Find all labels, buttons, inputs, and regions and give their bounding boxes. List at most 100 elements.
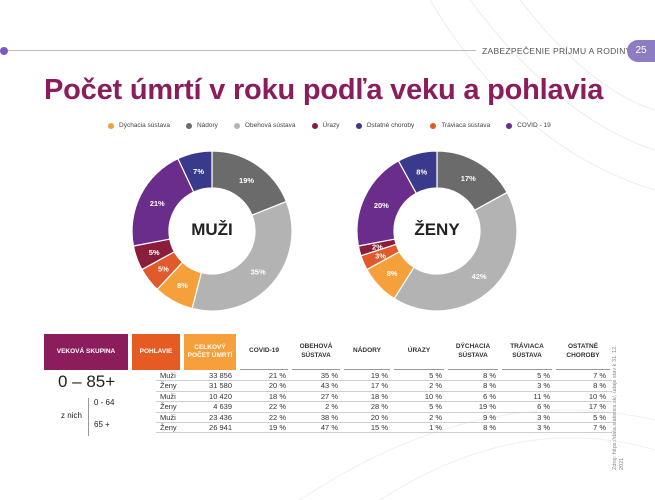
table-cell-sex: Ženy (160, 422, 177, 432)
legend-swatch (185, 122, 192, 129)
age-group-all: 0 – 85+ (58, 372, 116, 391)
table-cell-dig: 3 % (537, 381, 550, 391)
group-brace (88, 398, 89, 436)
table-cell-covid: 22 % (268, 402, 286, 412)
donut-slice (393, 191, 518, 312)
table-cell-oth: 7 % (593, 371, 606, 380)
table-cell-circ: 43 % (320, 381, 338, 391)
of-which-label: z nich (61, 411, 82, 420)
legend-swatch (311, 122, 318, 129)
header-covid: COVID-19 (240, 334, 288, 370)
donut-slice (397, 150, 438, 195)
table-cell-sex: Ženy (160, 402, 177, 412)
legend-item: Úrazy (311, 122, 340, 129)
header-injuries: ÚRAZY (394, 334, 444, 370)
donut-women-title: ŽENY (414, 220, 460, 239)
donut-slice-label: 20% (374, 201, 389, 210)
header-digestive: TRÁVIACA SÚSTAVA (502, 334, 552, 370)
mortality-table: VEKOVÁ SKUPINA POHLAVIE CELKOVÝ POČET ÚM… (44, 334, 612, 436)
header-dot (0, 47, 8, 55)
donut-men-svg: 19% 35% 8% 5% 5% 21% 7% (131, 150, 293, 312)
table-cell-circ: 27 % (320, 391, 338, 401)
header-circulatory: OBEHOVÁ SÚSTAVA (292, 334, 340, 370)
donut-slice-label: 8% (177, 281, 188, 290)
table-cell-tum: 28 % (370, 402, 388, 412)
table-cell-tum: 18 % (370, 391, 388, 401)
table-cell-total: 4 639 (213, 402, 232, 412)
table-cell-inj: 1 % (429, 422, 442, 432)
donut-slice-label: 35% (251, 268, 266, 277)
legend-item: Obehová sústava (233, 122, 296, 129)
table-cell-dig: 3 % (537, 422, 550, 432)
table-cell-tum: 15 % (370, 422, 388, 432)
page-title: Počet úmrtí v roku podľa veku a pohlavia (44, 74, 604, 106)
table-cell-total: 33 856 (209, 371, 232, 380)
table-cell-sex: Muži (160, 412, 176, 422)
table-cell-inj: 5 % (429, 402, 442, 412)
donut-chart-women: 17% 42% 8% 3% 2% 20% 8% ŽENY (352, 146, 522, 316)
table-cell-dig: 6 % (537, 402, 550, 412)
legend-item: Tráviaca sústava (430, 122, 490, 129)
table-cell-oth: 17 % (588, 402, 606, 412)
legend-label: Obehová sústava (244, 122, 296, 129)
table-cell-circ: 47 % (320, 422, 338, 432)
legend-item: COVID - 19 (506, 122, 551, 129)
table-cell-sex: Ženy (160, 381, 177, 391)
table-cell-resp: 8 % (483, 371, 496, 380)
header-sex: POHLAVIE (132, 334, 180, 370)
table-row: Ženy 4 639 22 % 2 % 28 % 5 % 19 % 6 % 17 % (156, 402, 612, 413)
table-cell-covid: 21 % (268, 371, 286, 380)
table-body: Muži 33 856 21 % 35 % 19 % 5 % 8 % 5 % 7 % Ženy 31… (44, 371, 612, 434)
donut-slice-label: 21% (150, 199, 165, 208)
legend-label: Úrazy (322, 122, 340, 129)
header-age-group: VEKOVÁ SKUPINA (44, 334, 128, 370)
legend-item: Nádory (185, 122, 218, 129)
table-cell-oth: 10 % (588, 391, 606, 401)
table-cell-total: 26 941 (209, 422, 232, 432)
donut-slice-label: 3% (375, 251, 386, 260)
table-cell-inj: 5 % (429, 371, 442, 380)
table-cell-total: 31 580 (209, 381, 232, 391)
donut-slice-label: 19% (239, 176, 254, 185)
table-cell-oth: 5 % (593, 412, 606, 422)
table-cell-resp: 6 % (483, 391, 496, 401)
table-cell-inj: 10 % (424, 391, 442, 401)
legend-swatch (506, 122, 513, 129)
donut-slice-label: 5% (149, 248, 160, 257)
table-header-row: VEKOVÁ SKUPINA POHLAVIE CELKOVÝ POČET ÚM… (44, 334, 612, 370)
header-total: CELKOVÝ POČET ÚMRTÍ (184, 334, 236, 370)
table-cell-oth: 7 % (593, 422, 606, 432)
table-cell-tum: 17 % (370, 381, 388, 391)
donut-slice-label: 8% (416, 167, 427, 176)
table-cell-dig: 5 % (537, 371, 550, 380)
table-cell-dig: 3 % (537, 412, 550, 422)
table-cell-resp: 8 % (483, 381, 496, 391)
legend-label: Nádory (196, 122, 218, 129)
donut-slice (191, 200, 293, 312)
table-cell-dig: 11 % (533, 391, 550, 401)
legend-swatch (430, 122, 437, 129)
legend-label: Tráviaca sústava (441, 122, 491, 129)
table-cell-resp: 19 % (478, 402, 496, 412)
table-cell-sex: Muži (160, 371, 176, 380)
table-cell-tum: 20 % (370, 412, 388, 422)
table-cell-sex: Muži (160, 391, 176, 401)
table-cell-covid: 19 % (268, 422, 286, 432)
legend-label: Dýchacia sústava (119, 122, 170, 129)
age-group-young: 0 - 64 (94, 398, 115, 407)
table-cell-circ: 35 % (320, 371, 338, 380)
table-cell-total: 10 420 (209, 391, 232, 401)
table-cell-oth: 8 % (593, 381, 606, 391)
table-cell-covid: 22 % (268, 412, 286, 422)
page-number: 25 (627, 40, 655, 62)
header-rule (6, 50, 476, 51)
donut-men-title: MUŽI (191, 220, 233, 239)
header-respiratory: DÝCHACIA SÚSTAVA (448, 334, 498, 370)
header-tumors: NÁDORY (344, 334, 390, 370)
source-note: Zdroj: https://data.statistics.sk/, údaj… (612, 345, 626, 470)
legend-label: Ostatné choroby (366, 122, 415, 129)
donut-slice-label: 42% (472, 272, 487, 281)
donut-slice-label: 7% (193, 167, 204, 176)
donut-slice-label: 8% (387, 269, 398, 278)
legend-item: Ostatné choroby (355, 122, 415, 129)
